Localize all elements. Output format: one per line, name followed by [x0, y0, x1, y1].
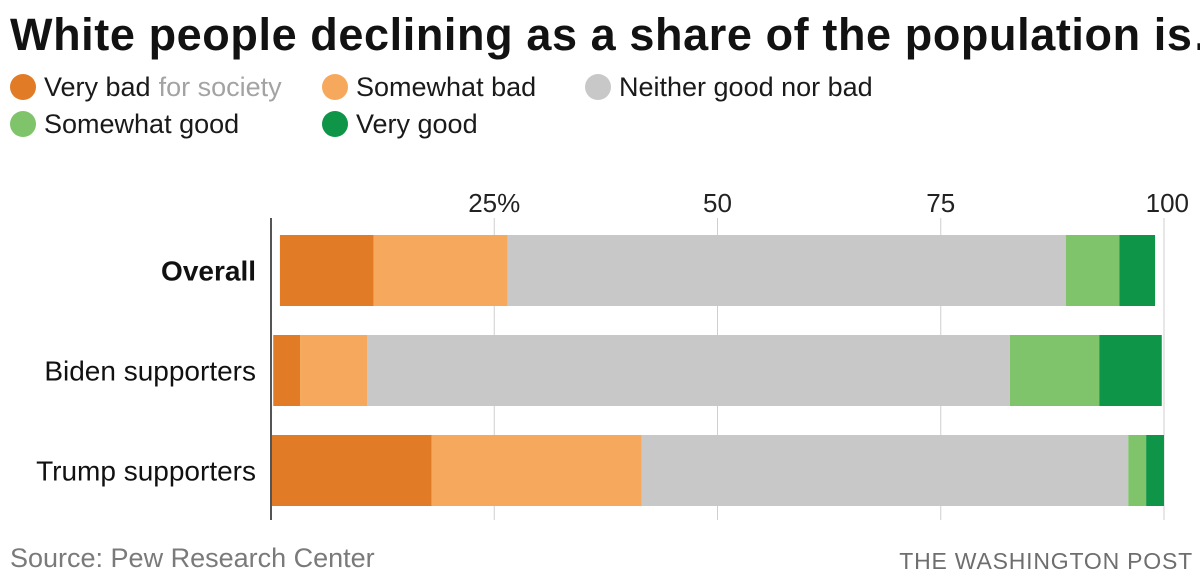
legend-label-neither: Neither good nor bad — [619, 71, 873, 102]
bar-biden-supporters-neither-good-nor-bad — [366, 335, 1010, 406]
bar-trump-supporters-somewhat-bad — [431, 435, 642, 506]
legend-item-somewhat-bad: Somewhat bad — [322, 70, 536, 104]
bar-trump-supporters-very-good — [1146, 435, 1164, 506]
x-tick-label-50: 50 — [703, 188, 732, 218]
bar-overall-somewhat-good — [1065, 235, 1120, 306]
legend-swatch-somewhat-bad — [322, 74, 348, 100]
bar-biden-supporters-very-good — [1099, 335, 1162, 406]
bar-biden-supporters-very-bad — [273, 335, 301, 406]
bar-overall-somewhat-bad — [373, 235, 508, 306]
legend-note: for society — [158, 71, 282, 102]
legend-label-very-good: Very good — [356, 108, 478, 139]
legend-label-very-bad: Very bad — [44, 71, 151, 102]
category-label-biden-supporters: Biden supporters — [44, 356, 256, 387]
legend-item-very-bad: Very bad for society — [10, 70, 282, 104]
x-tick-label-25: 25% — [468, 188, 520, 218]
legend-item-neither: Neither good nor bad — [585, 70, 873, 104]
x-tick-label-75: 75 — [926, 188, 955, 218]
legend-swatch-neither — [585, 74, 611, 100]
bar-overall-very-bad — [279, 235, 374, 306]
legend-item-somewhat-good: Somewhat good — [10, 107, 239, 141]
source-note: Source: Pew Research Center — [10, 543, 375, 573]
legend-swatch-very-good — [322, 111, 348, 137]
legend-label-somewhat-bad: Somewhat bad — [356, 71, 537, 102]
bar-overall-very-good — [1119, 235, 1156, 306]
legend-label-somewhat-good: Somewhat good — [44, 108, 240, 139]
bar-overall-neither-good-nor-bad — [507, 235, 1066, 306]
bar-biden-supporters-somewhat-bad — [300, 335, 367, 406]
legend-swatch-somewhat-good — [10, 111, 36, 137]
chart-title: White people declining as a share of the… — [10, 9, 1200, 60]
legend-swatch-very-bad — [10, 74, 36, 100]
bar-trump-supporters-very-bad — [271, 435, 432, 506]
publisher-credit: THE WASHINGTON POST — [899, 548, 1193, 574]
x-tick-label-100: 100 — [1146, 188, 1189, 218]
legend-item-very-good: Very good — [322, 107, 478, 141]
category-label-overall: Overall — [161, 256, 256, 287]
bar-trump-supporters-neither-good-nor-bad — [641, 435, 1129, 506]
category-label-trump-supporters: Trump supporters — [36, 456, 256, 487]
bar-biden-supporters-somewhat-good — [1009, 335, 1100, 406]
bar-trump-supporters-somewhat-good — [1128, 435, 1147, 506]
